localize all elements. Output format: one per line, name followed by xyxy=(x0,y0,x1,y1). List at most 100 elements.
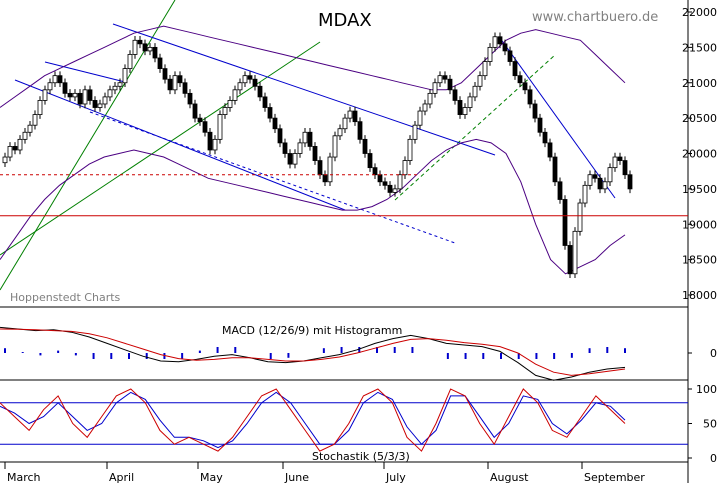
candle-body xyxy=(52,75,58,84)
candle-body xyxy=(432,82,438,94)
candle-body xyxy=(102,96,108,105)
candle-body xyxy=(202,121,208,133)
candle-body xyxy=(132,39,138,55)
candle-body xyxy=(387,184,393,193)
candle-body xyxy=(157,57,163,69)
candle-body xyxy=(307,131,313,147)
price-tick-label: 20500 xyxy=(682,112,717,125)
candle-body xyxy=(222,107,228,115)
blue-downtrend-upper xyxy=(112,23,496,156)
candle-body xyxy=(367,153,373,169)
chart-title: MDAX xyxy=(318,10,372,31)
price-tick-label: 19000 xyxy=(682,218,717,231)
candle-body xyxy=(542,131,548,144)
candle-body xyxy=(137,39,143,45)
candle-body xyxy=(527,89,533,105)
price-axis-ticks: 18000 18500 19000 19500 20000 20500 21000 21500… xyxy=(682,6,717,302)
candle-body xyxy=(277,128,283,144)
candle-body xyxy=(347,110,353,119)
price-tick-label: 18000 xyxy=(682,289,717,302)
candle-body xyxy=(312,146,318,161)
candle-body xyxy=(517,75,523,84)
candle-body xyxy=(187,92,193,105)
candle-body xyxy=(77,92,83,105)
candle-body xyxy=(332,135,338,158)
candle-body xyxy=(62,82,68,94)
month-label: July xyxy=(385,471,406,483)
month-label: March xyxy=(7,471,41,483)
month-labels: March April May June July August September xyxy=(4,462,645,484)
bollinger-bands xyxy=(0,25,626,275)
candle-body xyxy=(382,181,388,186)
candle-body xyxy=(397,174,403,190)
candle-body xyxy=(297,142,303,154)
month-label: May xyxy=(200,471,223,483)
candle-body xyxy=(392,188,398,193)
price-tick-label: 22000 xyxy=(682,6,717,19)
macd-signal-line xyxy=(0,328,626,376)
candle-body xyxy=(532,103,538,119)
candle-body xyxy=(572,230,578,275)
candle-body xyxy=(82,89,88,105)
candle-body xyxy=(357,121,363,140)
candle-body xyxy=(147,46,153,52)
macd-panel: 0 xyxy=(0,326,717,381)
candle-body xyxy=(212,138,218,151)
bollinger-lower-band xyxy=(0,138,626,275)
candle-body xyxy=(142,43,148,52)
candle-body xyxy=(327,156,333,183)
candle-body xyxy=(622,160,628,176)
blue-downtrend-lower xyxy=(14,79,346,211)
candle-body xyxy=(57,75,63,84)
stoch-d-line xyxy=(0,391,626,449)
candle-body xyxy=(217,114,223,140)
candle-body xyxy=(287,153,293,165)
candle-body xyxy=(557,181,563,200)
candle-body xyxy=(577,202,583,232)
candle-body xyxy=(447,78,453,91)
stochastic-panel: 0 50 100 xyxy=(0,383,717,465)
candle-body xyxy=(272,117,278,130)
green-channel-mid xyxy=(0,41,321,256)
candle-body xyxy=(592,174,598,179)
candle-body xyxy=(47,82,53,91)
candle-body xyxy=(167,78,173,91)
candle-body xyxy=(477,75,483,87)
candle-body xyxy=(7,146,13,158)
candle-body xyxy=(182,82,188,94)
candle-body xyxy=(92,100,98,108)
candle-body xyxy=(292,153,298,165)
candle-body xyxy=(72,92,78,98)
candle-body xyxy=(172,75,178,91)
candle-body xyxy=(177,75,183,84)
candle-body xyxy=(522,82,528,91)
candle-body xyxy=(37,100,43,115)
candle-body xyxy=(552,156,558,183)
candle-body xyxy=(122,68,128,84)
blue-recent-downtrend xyxy=(499,37,616,199)
candle-body xyxy=(502,43,508,52)
candle-body xyxy=(352,110,358,123)
candle-body xyxy=(497,36,503,45)
candle-body xyxy=(27,124,33,133)
candle-body xyxy=(512,61,518,77)
macd-tick-label: 0 xyxy=(710,347,717,360)
candle-body xyxy=(547,142,553,158)
candle-body xyxy=(2,156,8,164)
candle-body xyxy=(87,89,93,101)
candle-body xyxy=(227,100,233,108)
candle-body xyxy=(237,82,243,91)
price-tick-label: 21500 xyxy=(682,41,717,54)
candle-body xyxy=(342,117,348,130)
candle-body xyxy=(127,54,133,70)
candle-body xyxy=(362,138,368,154)
price-tick-label: 19500 xyxy=(682,183,717,196)
reference-levels xyxy=(0,174,688,217)
candle-body xyxy=(107,89,113,98)
candle-body xyxy=(612,156,618,169)
candle-body xyxy=(372,167,378,176)
month-label: April xyxy=(109,471,134,483)
candle-body xyxy=(22,131,28,140)
candle-body xyxy=(242,75,248,84)
